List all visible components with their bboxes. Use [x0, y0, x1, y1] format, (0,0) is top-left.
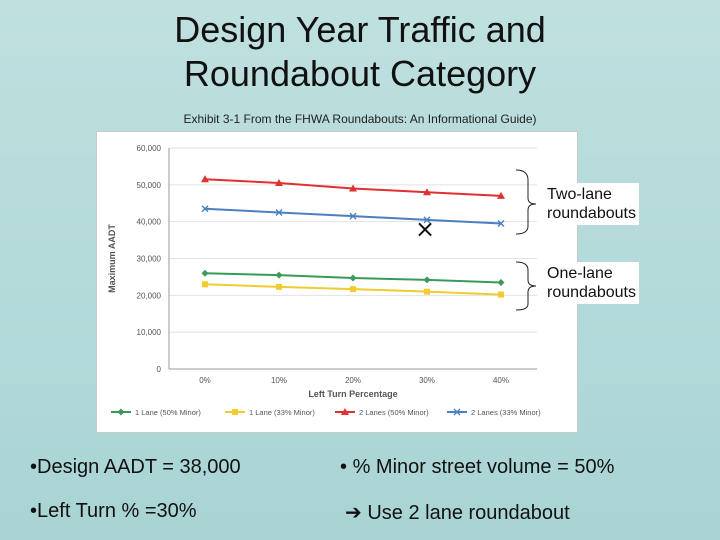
aadt-line-chart: 0 10,000 20,000 30,000 40,000 50,000 60,000 0% 1… [107, 144, 541, 417]
legend-label: 1 Lane (50% Minor) [135, 408, 201, 417]
y-tick-label: 30,000 [137, 255, 162, 264]
data-point [202, 281, 208, 288]
one-lane-callout: One-lane roundabouts [544, 262, 639, 304]
bullet-design-aadt: •Design AADT = 38,000 [30, 456, 241, 479]
bullet-dot: • [340, 456, 348, 478]
x-axis-title: Left Turn Percentage [308, 389, 397, 399]
bullet-dot: • [30, 500, 38, 522]
two-lane-label-line-1: Two-lane [547, 186, 612, 203]
data-point [201, 175, 209, 183]
exhibit-caption: Exhibit 3-1 From the FHWA Roundabouts: A… [183, 112, 537, 126]
y-tick-label: 20,000 [137, 291, 162, 300]
bullet-text: % Minor street volume = 50% [352, 456, 615, 478]
two-lane-bracket [515, 169, 537, 235]
two-lane-label-line-2: roundabouts [547, 205, 636, 222]
legend-marker [232, 409, 238, 415]
legend-label: 1 Lane (33% Minor) [249, 408, 315, 417]
bullet-minor-volume: • % Minor street volume = 50% [340, 456, 614, 479]
bullet-text: Use 2 lane roundabout [367, 502, 570, 524]
x-tick-label: 40% [493, 376, 509, 385]
data-point [423, 188, 431, 196]
y-axis-title: Maximum AADT [107, 224, 117, 293]
data-point [201, 205, 209, 213]
data-point [498, 291, 504, 298]
data-point [497, 220, 505, 228]
arrow-right-icon: ➔ [345, 500, 362, 524]
legend-label: 2 Lanes (50% Minor) [359, 408, 429, 417]
bullet-text: Left Turn % =30% [37, 500, 197, 522]
legend-marker [117, 408, 125, 416]
bullet-use-roundabout: ➔ Use 2 lane roundabout [345, 500, 570, 525]
slide-title-line-2: Roundabout Category [183, 53, 537, 94]
x-tick-label: 20% [345, 376, 361, 385]
data-point [201, 269, 209, 277]
one-lane-label-line-2: roundabouts [547, 284, 636, 301]
data-point [423, 216, 431, 224]
legend-marker [453, 408, 461, 416]
legend-marker [341, 408, 349, 415]
data-point [275, 271, 283, 279]
data-point [275, 208, 283, 216]
data-point [497, 278, 505, 286]
data-point [275, 178, 283, 186]
y-tick-label: 40,000 [137, 218, 162, 227]
bullet-left-turn: •Left Turn % =30% [30, 500, 197, 523]
data-point [424, 288, 430, 295]
y-tick-label: 60,000 [137, 144, 162, 153]
y-tick-label: 50,000 [137, 181, 162, 190]
data-point [349, 184, 357, 192]
design-point-marker: × [415, 215, 435, 243]
two-lane-callout: Two-lane roundabouts [544, 183, 639, 225]
one-lane-bracket [515, 261, 537, 311]
data-point [350, 286, 356, 293]
data-point [349, 274, 357, 282]
x-tick-label: 10% [271, 376, 287, 385]
y-tick-label: 10,000 [137, 328, 162, 337]
bullet-dot: • [30, 456, 38, 478]
data-point [497, 191, 505, 199]
one-lane-label-line-1: One-lane [547, 265, 613, 282]
bullet-text: Design AADT = 38,000 [37, 456, 241, 478]
slide-title-line-1: Design Year Traffic and [174, 9, 546, 50]
data-point [423, 276, 431, 284]
slide-title: Design Year Traffic and Roundabout Categ… [80, 8, 640, 96]
y-tick-label: 0 [157, 365, 162, 374]
data-point [276, 283, 282, 290]
legend-label: 2 Lanes (33% Minor) [471, 408, 541, 417]
x-tick-label: 0% [199, 376, 211, 385]
x-tick-label: 30% [419, 376, 435, 385]
data-point [349, 212, 357, 220]
